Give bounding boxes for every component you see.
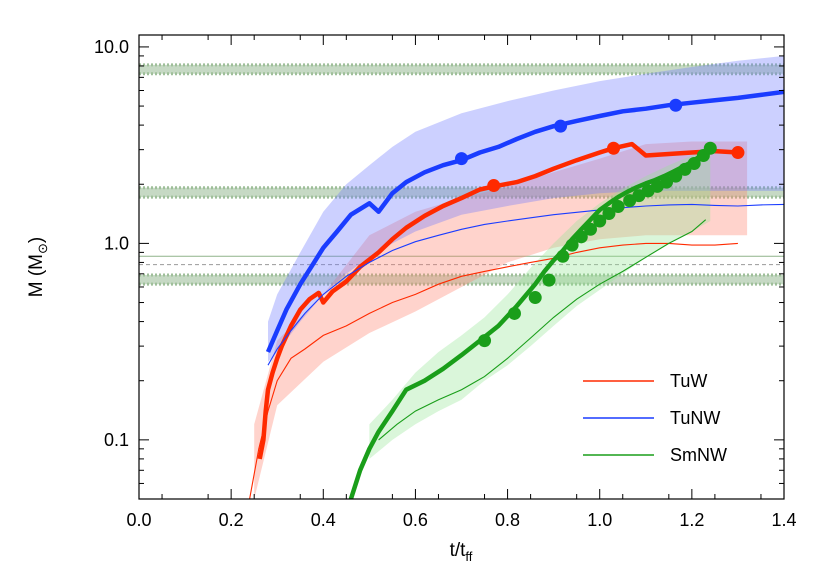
series-marker-tunw [669,98,683,112]
series-marker-smnw [478,334,492,348]
y-tick-label: 1.0 [104,233,129,253]
series-marker-smnw [574,230,588,244]
series-marker-tuw [487,179,501,193]
series-marker-tunw [554,119,568,133]
reference-band-2 [139,275,784,285]
series-marker-smnw [687,157,701,171]
x-axis-title-main: t/t [450,540,467,561]
y-axis-title: M (M⊙) [26,237,50,298]
x-tick-label: 0.0 [126,510,151,530]
x-tick-label: 1.0 [587,510,612,530]
series-marker-smnw [660,175,674,189]
x-axis-title-sub: ff [465,549,472,564]
x-tick-label: 0.6 [403,510,428,530]
series-marker-smnw [556,249,570,263]
series-marker-smnw [593,214,607,228]
y-axis-title-sub: ⊙ [35,243,50,254]
series-band-tunw [268,55,784,362]
x-tick-label: 0.8 [495,510,520,530]
y-axis-ticks: 0.1 1.0 10.0 [94,37,784,484]
x-tick-label: 0.2 [219,510,244,530]
series-thin-line-tunw [267,203,784,366]
x-tick-label: 1.4 [771,510,796,530]
x-tick-label: 0.4 [311,510,336,530]
legend: TuW TuNW SmNW [583,371,727,465]
series-marker-smnw [584,222,597,236]
series-marker-smnw [669,169,683,183]
series-marker-smnw [507,306,521,320]
series-marker-smnw [703,141,717,155]
legend-label-tunw: TuNW [670,408,720,428]
y-tick-label: 10.0 [94,37,129,57]
series-marker-tuw [731,146,745,160]
series-marker-smnw [528,291,542,305]
series-band-tuw [254,141,748,499]
y-axis-title-close: ) [26,237,47,243]
series-marker-smnw [565,238,579,252]
legend-label-tuw: TuW [670,371,707,391]
plot-frame [138,34,785,500]
series-marker-smnw [542,273,556,287]
reference-band-0 [139,64,784,74]
series-thin-line-tuw [249,242,738,499]
legend-label-smnw: SmNW [670,445,727,465]
x-axis-ticks: 0.0 0.2 0.4 0.6 0.8 1.0 1.2 1.4 [126,35,797,530]
x-axis-title: t/tff [450,540,473,564]
reference-bands [139,63,784,286]
series-marker-smnw [678,162,692,176]
y-axis-title-main: M (M [26,254,47,297]
reference-band-1 [139,187,784,198]
series-marker-tuw [607,141,621,155]
series-uncertainty-bands [254,55,784,499]
series-marker-smnw [611,200,625,214]
y-tick-label: 0.1 [104,430,129,450]
series-marker-smnw [602,206,616,220]
series-markers [455,98,745,348]
series-band-smnw [369,146,711,459]
x-tick-label: 1.2 [679,510,704,530]
series-thin-line-smnw [378,219,707,441]
series-marker-tunw [455,152,468,166]
